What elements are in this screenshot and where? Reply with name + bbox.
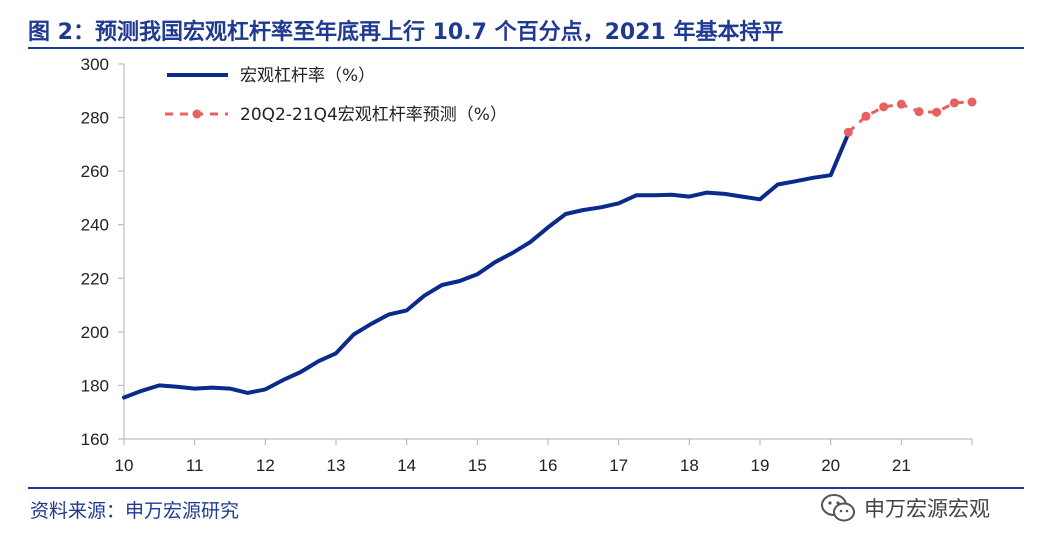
forecast-point bbox=[861, 111, 871, 121]
chart-title: 图 2：预测我国宏观杠杆率至年底再上行 10.7 个百分点，2021 年基本持平 bbox=[28, 20, 784, 45]
source-note: 资料来源：申万宏源研究 bbox=[30, 500, 240, 522]
legend-marker-forecast bbox=[192, 109, 202, 119]
wechat-icon bbox=[821, 494, 855, 522]
y-tick-label: 220 bbox=[81, 269, 109, 288]
x-tick-label: 14 bbox=[397, 456, 416, 475]
legend-label-forecast: 20Q2-21Q4宏观杠杆率预测（%） bbox=[240, 105, 507, 125]
y-tick-label: 240 bbox=[81, 216, 109, 235]
y-tick-label: 200 bbox=[81, 323, 109, 342]
forecast-point bbox=[967, 97, 977, 107]
x-tick-label: 11 bbox=[186, 456, 204, 475]
y-tick-label: 180 bbox=[81, 376, 109, 395]
x-tick-label: 16 bbox=[539, 456, 558, 475]
legend-label-actual: 宏观杠杆率（%） bbox=[240, 66, 375, 86]
x-tick-label: 13 bbox=[327, 456, 346, 475]
x-tick-label: 20 bbox=[821, 456, 840, 475]
y-tick-label: 260 bbox=[81, 162, 109, 181]
forecast-point bbox=[879, 102, 889, 112]
x-tick-label: 21 bbox=[892, 456, 911, 475]
x-tick-label: 12 bbox=[256, 456, 275, 475]
forecast-point bbox=[843, 127, 853, 137]
y-tick-label: 280 bbox=[81, 109, 109, 128]
chart-axes: 160 180 200 220 240 260 280 300 10 11 12 13 14 15 16 17… bbox=[81, 55, 973, 475]
x-tick-label: 18 bbox=[680, 456, 699, 475]
x-tick-label: 17 bbox=[609, 456, 628, 475]
x-tick-label: 19 bbox=[751, 456, 770, 475]
y-tick-label: 300 bbox=[81, 55, 109, 74]
y-tick-label: 160 bbox=[81, 430, 109, 449]
series-line-actual bbox=[122, 131, 851, 400]
forecast-point bbox=[896, 99, 906, 109]
x-tick-label: 10 bbox=[115, 456, 134, 475]
forecast-point bbox=[949, 98, 959, 108]
forecast-point bbox=[932, 107, 942, 117]
brand-name: 申万宏源宏观 bbox=[864, 497, 990, 521]
footer-divider bbox=[28, 487, 1024, 489]
series-layer bbox=[122, 97, 977, 400]
brand-watermark: 申万宏源宏观 bbox=[820, 490, 1025, 526]
legend: 宏观杠杆率（%） 20Q2-21Q4宏观杠杆率预测（%） bbox=[165, 66, 507, 125]
title-divider bbox=[28, 47, 1024, 49]
forecast-point bbox=[914, 107, 924, 117]
x-tick-label: 15 bbox=[468, 456, 487, 475]
